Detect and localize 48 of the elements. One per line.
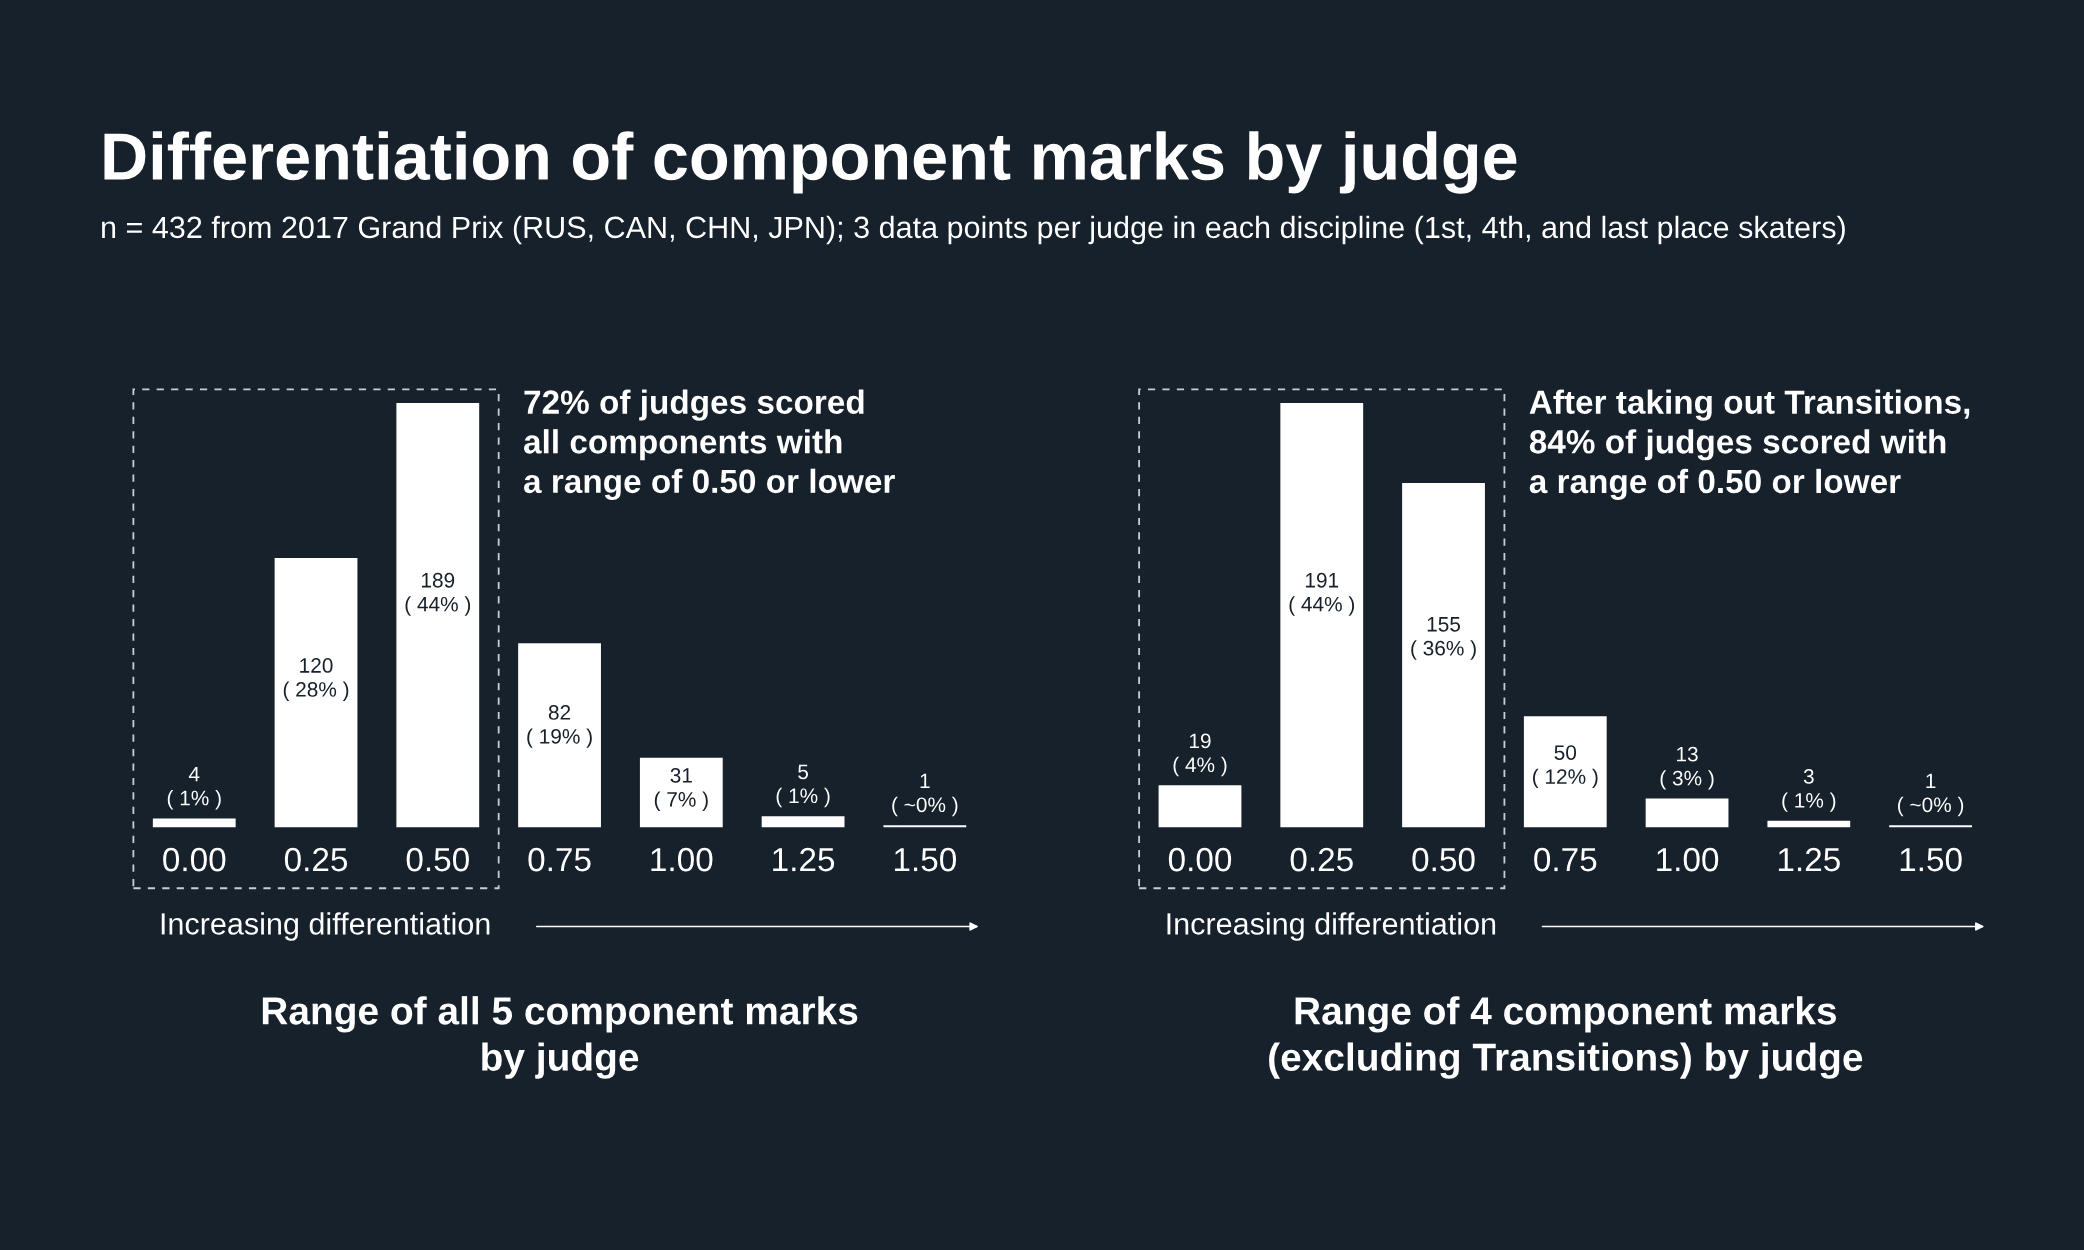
x-axis-title: Increasing differentiation xyxy=(1167,912,1496,941)
data-label: 82 ( 19% ) xyxy=(527,705,592,748)
bar xyxy=(1158,785,1242,828)
x-tick-label: 0.75 xyxy=(1534,847,1597,872)
data-label: 13 ( 3% ) xyxy=(1660,746,1714,790)
data-label: 1 ( ~0% ) xyxy=(892,773,958,817)
bar xyxy=(1402,482,1485,828)
bar xyxy=(1645,798,1729,828)
data-label: 19 ( 4% ) xyxy=(1173,733,1227,777)
data-label: 5 ( 1% ) xyxy=(776,764,830,808)
x-tick-label: 0.00 xyxy=(1168,847,1232,872)
bar xyxy=(1523,716,1607,828)
bar xyxy=(1280,402,1364,828)
x-axis-title: Increasing differentiation xyxy=(161,912,490,941)
x-tick-label: 1.25 xyxy=(773,847,835,872)
annotation: 72% of judges scored all components with a range of 0.50 or lower xyxy=(524,389,895,500)
data-label: 50 ( 12% ) xyxy=(1533,745,1598,789)
x-tick-label: 1.00 xyxy=(651,847,713,872)
x-tick-label: 1.00 xyxy=(1657,847,1719,872)
bar xyxy=(274,557,358,828)
x-tick-label: 0.00 xyxy=(163,847,226,872)
x-tick-label: 1.50 xyxy=(894,847,956,872)
bar xyxy=(639,757,723,828)
data-label: 1 ( ~0% ) xyxy=(1898,773,1964,817)
data-label: 3 ( 1% ) xyxy=(1782,769,1836,812)
x-tick-label: 0.50 xyxy=(406,847,469,872)
x-tick-label: 0.25 xyxy=(284,847,348,872)
bar xyxy=(761,816,845,828)
x-tick-label: 1.25 xyxy=(1778,847,1840,872)
chart-title: Differentiation of component marks by judge xyxy=(104,131,1517,194)
bar xyxy=(396,402,480,828)
bar xyxy=(1767,820,1851,828)
chart-subtitle: n = 432 from 2017 Grand Prix (RUS, CAN, CHN, JPN); 3 data points per judge in each discipline (1st, 4th, and last place skaters) xyxy=(102,215,1845,245)
data-label: 4 ( 1% ) xyxy=(167,766,221,810)
x-tick-label: 0.25 xyxy=(1290,847,1353,872)
text: Range of 4 component marks (excluding Transitions) by judge xyxy=(1269,996,1863,1079)
data-label: 31 ( 7% ) xyxy=(654,768,708,811)
data-label: 189 ( 44% ) xyxy=(405,572,471,616)
data-label: 120 ( 28% ) xyxy=(283,658,349,701)
x-tick-label: 0.75 xyxy=(528,847,591,872)
annotation: After taking out Transitions, 84% of judges scored with a range of 0.50 or lower xyxy=(1529,389,1970,501)
data-label: 191 ( 44% ) xyxy=(1289,572,1355,616)
text: Range of all 5 component marks by judge xyxy=(262,996,858,1079)
data-label: 155 ( 36% ) xyxy=(1411,617,1476,660)
bar xyxy=(518,643,601,828)
bar xyxy=(1889,825,1972,828)
x-tick-label: 1.50 xyxy=(1900,847,1962,872)
x-tick-label: 0.50 xyxy=(1412,847,1475,872)
